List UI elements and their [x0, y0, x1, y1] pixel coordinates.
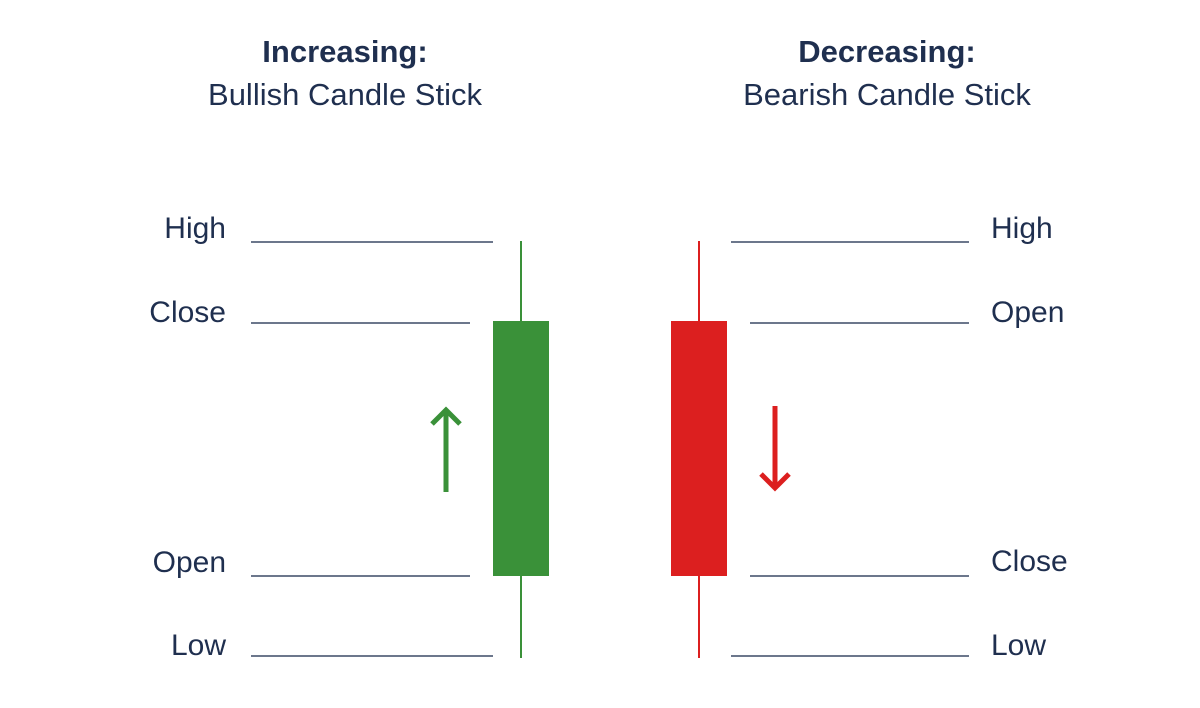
bullish-subheading: Bullish Candle Stick — [208, 77, 482, 112]
bearish-high-label: High — [991, 212, 1053, 245]
bearish-close-label: Close — [991, 545, 1068, 578]
bearish-low-label: Low — [991, 629, 1047, 662]
bullish-close-label: Close — [149, 296, 226, 329]
arrow-down-icon — [759, 406, 791, 492]
bearish-heading: Decreasing: — [798, 34, 976, 69]
bullish-heading: Increasing: — [262, 34, 428, 69]
bearish-candle-body — [671, 321, 727, 576]
bearish-open-label: Open — [991, 296, 1065, 329]
arrow-up-icon — [430, 406, 462, 492]
bearish-subheading: Bearish Candle Stick — [743, 77, 1031, 112]
bullish-high-label: High — [164, 212, 226, 245]
bearish-title: Decreasing: Bearish Candle Stick — [637, 36, 1137, 110]
bullish-candle-body — [493, 321, 549, 576]
bullish-title: Increasing: Bullish Candle Stick — [95, 36, 595, 110]
bullish-low-label: Low — [170, 629, 226, 662]
bullish-open-label: Open — [152, 546, 226, 579]
